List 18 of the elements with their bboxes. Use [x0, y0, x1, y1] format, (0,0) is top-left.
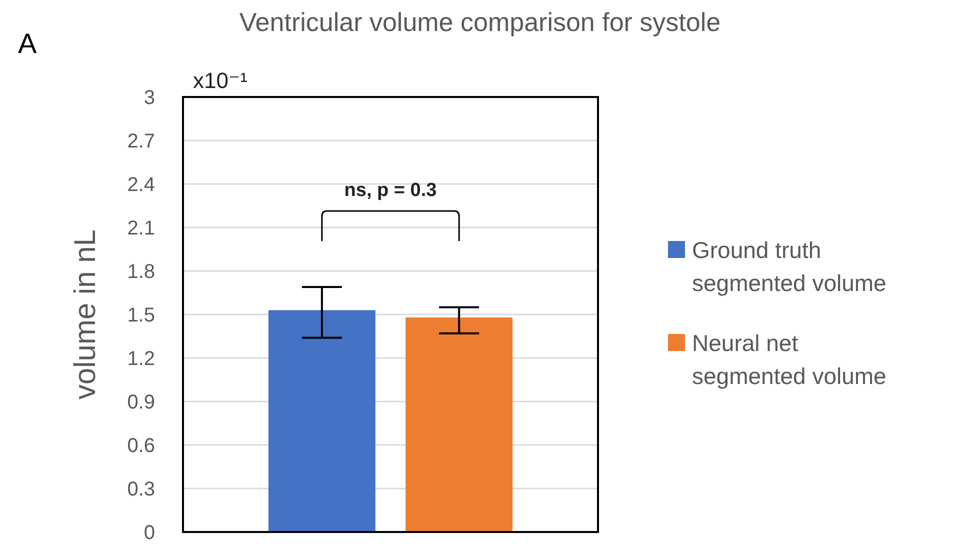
y-tick-label: 2.7 — [127, 130, 155, 152]
y-tick-label: 2.1 — [127, 218, 155, 240]
y-tick-label: 2.4 — [127, 174, 155, 196]
legend-label: Neural net segmented volume — [692, 330, 886, 390]
y-tick-label: 0 — [144, 522, 155, 544]
y-tick-label: 0.6 — [127, 435, 155, 457]
text: x10⁻¹ — [193, 68, 248, 93]
legend-label: Ground truth segmented volume — [692, 237, 886, 296]
chart-title: Ventricular volume comparison for systole — [239, 7, 721, 37]
y-axis-title: volume in nL — [69, 229, 102, 400]
y-tick-label: 0.9 — [127, 392, 155, 414]
y-tick-label: 1.2 — [127, 348, 155, 370]
y-tick-label: 1.5 — [127, 304, 155, 326]
annotation: ns, p = 0.3 — [344, 180, 437, 201]
y-tick-label: 3 — [144, 87, 155, 109]
text: A — [18, 28, 37, 59]
y-tick-label: 0.3 — [127, 478, 155, 500]
y-tick-label: 1.8 — [127, 261, 155, 283]
